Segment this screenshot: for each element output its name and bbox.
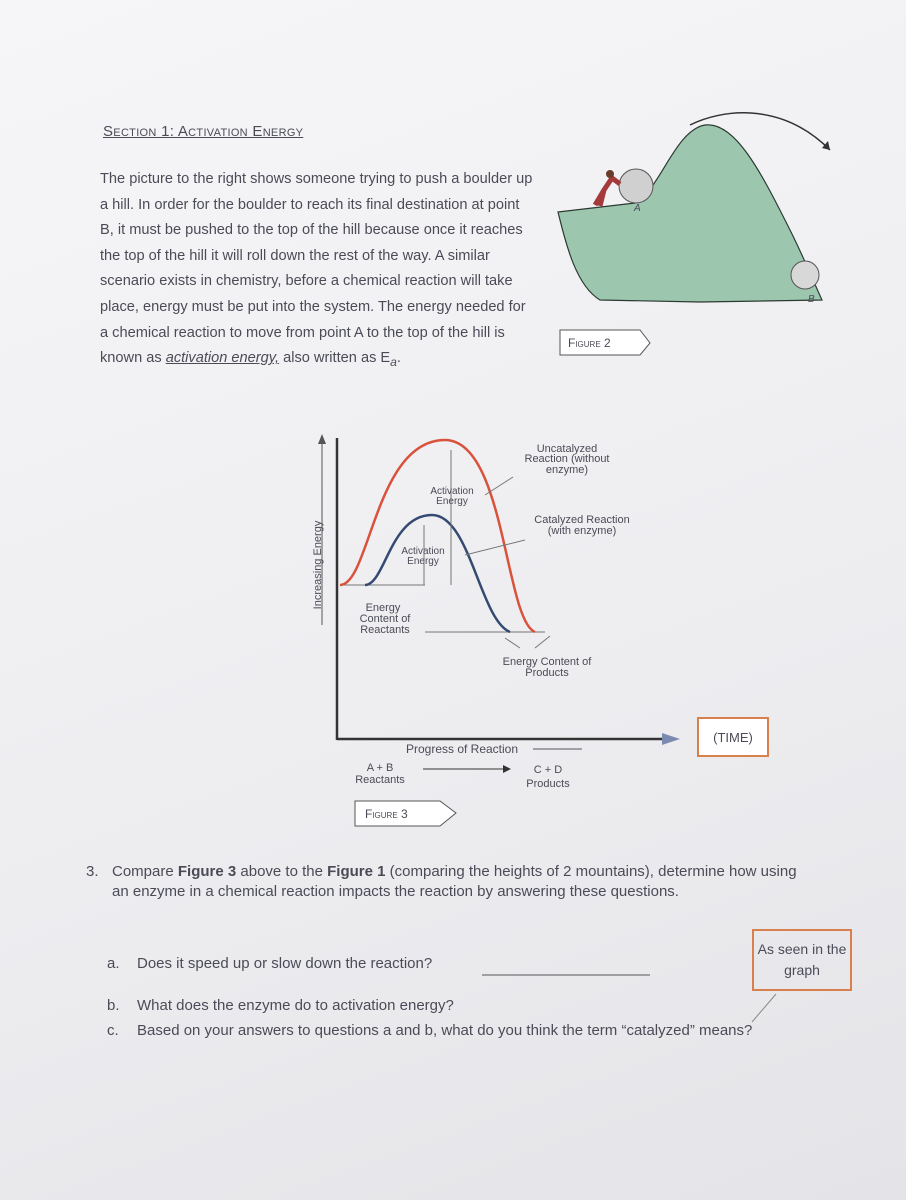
intro-text: The picture to the right shows someone t… [100,171,533,367]
text: (comparing the heights of 2 mountains), … [112,863,797,900]
label-line: Products [525,667,569,679]
label-line: Energy Content of [503,656,593,668]
figure-3: Increasing Energy Uncatalyzed Reaction (… [312,434,769,827]
letter: b. [107,997,120,1014]
label-line: Reactants [360,624,410,636]
text: Does it speed up or slow down the reacti… [137,955,433,972]
figure-2: A B Figure 2 [557,112,831,356]
leader-line [464,539,526,556]
catalyzed-curve [364,513,511,634]
leader-line [504,637,521,649]
label-line: Reaction (without [525,453,610,465]
point-label: B [808,294,815,305]
person-head [606,170,614,178]
annotation: As seen in the graph [752,929,852,991]
figure-3-labels: Uncatalyzed Reaction (without enzyme) Ca… [355,443,629,790]
intro-subscript: a [390,355,397,370]
intro-paragraph: The picture to the right shows someone t… [100,167,535,376]
sub-question: b. What does the enzyme do to activation … [107,997,767,1014]
letter: c. [107,1022,119,1039]
text: Compare [112,863,178,880]
intro-end: . [396,350,401,367]
y-axis-label: Increasing Energy [312,520,324,609]
letter: a. [107,955,120,972]
annotation-arrow [751,993,777,1023]
label-line: Energy [366,602,401,614]
arrow-head [822,141,830,150]
label-line: Energy [436,496,468,507]
arrow-head [318,434,326,444]
arrow-head [503,765,511,773]
person [592,174,622,207]
hill [557,124,823,303]
leader-line [484,476,514,496]
figure-label-box [559,329,651,356]
point-label: A [633,203,641,214]
leader-line [534,635,551,649]
label-line: Uncatalyzed [537,443,598,455]
label-line: C + D [534,764,562,776]
time-box [697,717,769,757]
section-title: Section 1: Activation Energy [103,123,304,140]
sub-question: a. Does it speed up or slow down the reac… [107,955,487,972]
figure-label: Figure 3 [365,807,408,821]
boulder [618,168,654,204]
figure-label-box [354,800,457,827]
label-line: Reactants [355,774,405,786]
question-number: 3. [86,863,99,880]
question-text: Compare Figure 3 above to the Figure 1 (… [112,862,806,902]
boulder [790,260,820,290]
uncatalyzed-curve [339,438,536,634]
figure-label: Figure 2 [568,336,611,350]
label-line: Activation [401,546,444,557]
label-line: Energy [407,556,439,567]
sub-question: c. Based on your answers to questions a a… [107,1020,807,1041]
arc-arrow [689,112,831,151]
arrow-head [662,733,680,745]
label-line: Products [526,778,570,790]
intro-text: also written as E [279,350,391,367]
text: What does the enzyme do to activation en… [137,997,454,1014]
question: 3. Compare Figure 3 above to the Figure 1… [86,862,806,902]
bold-text: Figure 1 [327,863,386,880]
label-line: A + B [367,762,394,774]
label-line: enzyme) [546,464,588,476]
text: above to the [236,863,328,880]
label-line: Activation [430,486,473,497]
label-line: (with enzyme) [548,525,616,537]
label-line: Content of [360,613,412,625]
text: Based on your answers to questions a and… [137,1022,753,1039]
x-axis-label: Progress of Reaction [406,742,518,756]
label-line: Catalyzed Reaction [534,514,629,526]
time-label: (TIME) [713,730,753,745]
intro-term: activation energy, [165,350,280,367]
bold-text: Figure 3 [177,863,237,880]
